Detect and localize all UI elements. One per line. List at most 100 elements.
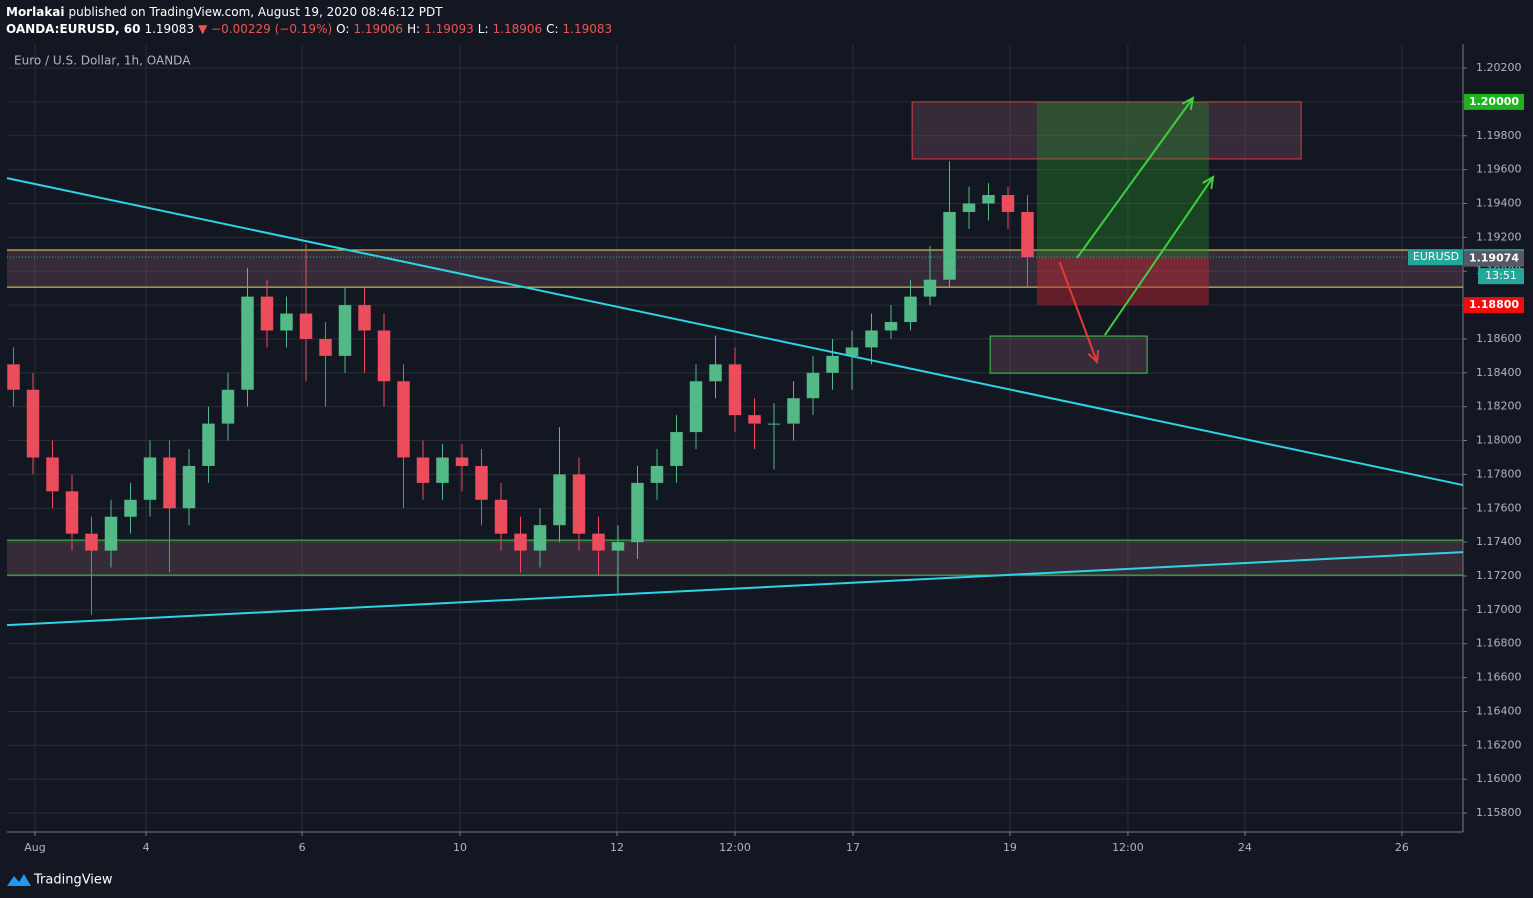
candle-body (163, 457, 176, 509)
candle-body (592, 533, 605, 551)
tradingview-logo (7, 874, 31, 886)
candle-body (982, 195, 995, 204)
box (1036, 257, 1209, 306)
arrow (1104, 175, 1215, 336)
price-label: 1.19074 (1469, 252, 1519, 265)
y-tick-label: 1.17600 (1476, 501, 1522, 514)
arrow (1076, 96, 1195, 259)
price-label: 1.18800 (1469, 298, 1519, 311)
x-tick-label: 24 (1238, 841, 1252, 854)
candle-body (689, 381, 703, 433)
x-tick-label: 12 (610, 841, 624, 854)
candle-body (319, 338, 332, 356)
price-label-bg (1464, 297, 1524, 314)
candle-body (260, 296, 274, 331)
candle-body (884, 322, 898, 331)
candle-body (65, 491, 79, 534)
candle-body (728, 364, 742, 416)
header-segment: OANDA:EURUSD, 60 (6, 22, 140, 36)
x-tick-label: 17 (846, 841, 860, 854)
candle-body (611, 542, 625, 551)
y-tick-label: 1.19200 (1476, 230, 1522, 243)
price-label: 1.20000 (1469, 95, 1519, 108)
y-tick-label: 1.19800 (1476, 129, 1522, 142)
x-tick-label: 26 (1395, 841, 1409, 854)
candle-body (826, 355, 839, 373)
candle-body (85, 533, 98, 551)
y-tick-label: 1.18000 (1476, 434, 1522, 447)
header-segment: Morlakai (6, 5, 65, 19)
header-segment: 1.19083 (144, 22, 194, 36)
header-segment: published on TradingView.com, August 19,… (69, 5, 444, 19)
candle-body (358, 305, 371, 331)
candle-body (709, 364, 722, 382)
zone (7, 540, 1463, 576)
candle-body (299, 313, 313, 339)
candle-body (26, 389, 40, 458)
y-tick-label: 1.18400 (1476, 366, 1522, 379)
trendline (6, 551, 1464, 627)
y-tick-label: 1.18200 (1476, 400, 1522, 413)
header-segment: ▼ −0.00229 (−0.19%) (198, 22, 332, 36)
candle-body (767, 423, 781, 425)
candle-body (436, 457, 449, 483)
candle-body (338, 305, 352, 356)
header-segment: 1.19093 (424, 22, 474, 36)
candle-body (397, 381, 410, 458)
candle-body (202, 423, 215, 466)
x-tick-label: 10 (453, 841, 467, 854)
candle-body (806, 372, 820, 399)
symbol-tag-bg (1408, 249, 1463, 266)
candle-body (280, 313, 293, 331)
candle-body (494, 499, 508, 534)
header-line1: Morlakai published on TradingView.com, Au… (6, 5, 443, 19)
candle-body (1021, 211, 1034, 258)
x-tick-label: 4 (143, 841, 150, 854)
y-tick-label: 1.16400 (1476, 704, 1522, 717)
y-tick-label: 1.19600 (1476, 163, 1522, 176)
candle-body (46, 457, 59, 492)
candle-body (416, 457, 430, 483)
candle-body (923, 279, 937, 297)
candle-body (904, 296, 917, 323)
header-line2: OANDA:EURUSD, 60 1.19083 ▼ −0.00229 (−0.19… (6, 22, 612, 36)
y-tick-label: 1.17800 (1476, 467, 1522, 480)
candle-body (631, 482, 644, 543)
x-tick-label: 12:00 (1112, 841, 1144, 854)
arrow (1058, 261, 1100, 365)
candle-body (1001, 195, 1015, 212)
footer-brand: TradingView (33, 873, 113, 888)
header-segment: 1.19083 (563, 22, 613, 36)
candle-body (670, 432, 683, 466)
y-tick-label: 1.16800 (1476, 637, 1522, 650)
y-tick-label: 1.20200 (1476, 61, 1522, 74)
box (1036, 101, 1209, 258)
candle-body (533, 525, 547, 551)
x-tick-label: 6 (299, 841, 306, 854)
header-segment: O: (336, 22, 349, 36)
candle-body (377, 330, 391, 382)
candle-body (182, 465, 196, 509)
x-tick-label: 12:00 (719, 841, 751, 854)
candle-body (787, 398, 800, 424)
candle-body (650, 465, 664, 483)
y-tick-label: 1.15800 (1476, 806, 1522, 819)
candle-body (865, 330, 878, 348)
candle-body (104, 516, 118, 551)
header-segment: H: (407, 22, 420, 36)
trendline (6, 177, 1464, 487)
candle-body (572, 474, 586, 534)
box (911, 101, 1302, 160)
symbol-tag: EURUSD (1413, 250, 1459, 263)
candle-body (943, 211, 956, 280)
price-label-bg (1464, 93, 1524, 110)
candle-body (514, 533, 527, 551)
header-segment: L: (478, 22, 489, 36)
y-tick-label: 1.17400 (1476, 535, 1522, 548)
candle-body (845, 347, 859, 356)
candle-body (124, 499, 137, 517)
box (989, 335, 1148, 374)
zone (7, 250, 1463, 288)
